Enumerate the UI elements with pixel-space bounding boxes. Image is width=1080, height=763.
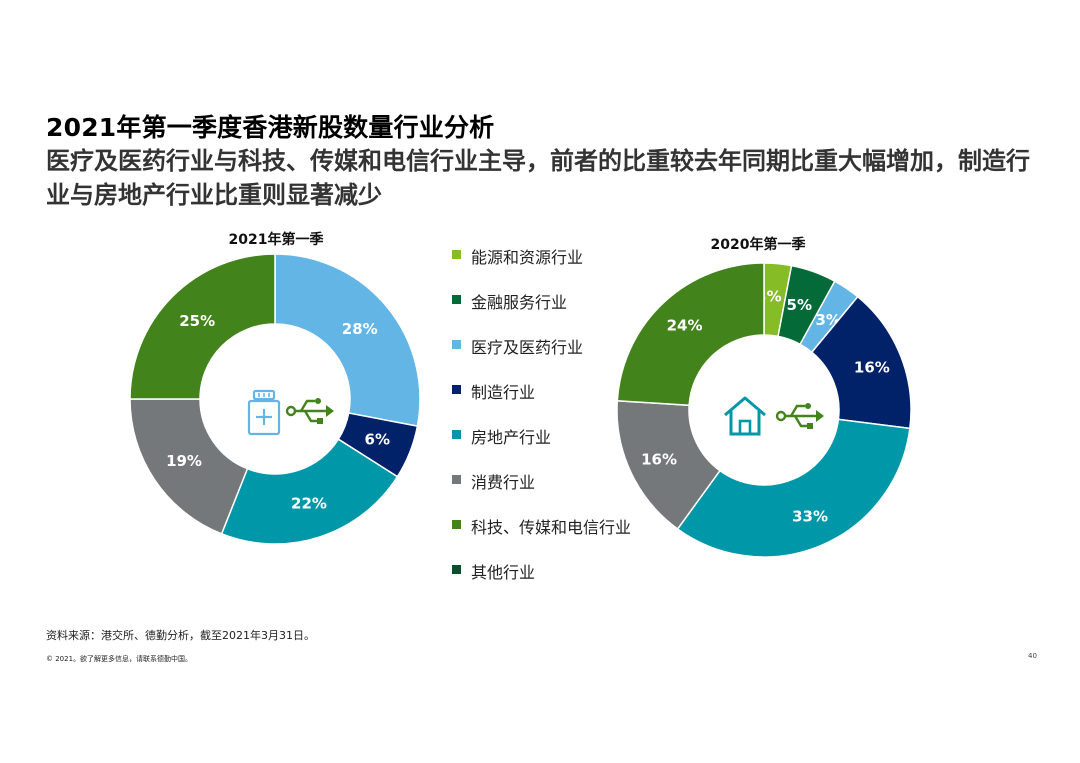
slice-label: 24% — [667, 316, 703, 334]
legend-item: 金融服务行业 — [452, 289, 631, 334]
legend-label: 消费行业 — [471, 473, 536, 492]
legend-swatch — [452, 475, 461, 484]
source-note: 资料来源：港交所、德勤分析，截至2021年3月31日。 — [46, 629, 315, 642]
legend-item: 科技、传媒和电信行业 — [452, 514, 631, 559]
legend-label: 其他行业 — [471, 563, 536, 582]
slice-label: 6% — [365, 430, 390, 448]
donut-slice — [274, 253, 421, 428]
legend-label: 金融服务行业 — [471, 293, 568, 312]
slice-label: 16% — [641, 450, 677, 468]
donut-chart-2020: 3% 5%3%16%33%16%24% — [616, 262, 912, 558]
legend-swatch — [452, 520, 461, 529]
legend-swatch — [452, 340, 461, 349]
chart-title-2021: 2021年第一季 — [228, 232, 324, 248]
page-number: 40 — [1028, 652, 1037, 660]
chart-legend: 能源和资源行业 金融服务行业 医疗及医药行业 制造行业 房地产行业 消费行业 科… — [452, 244, 631, 604]
legend-item: 能源和资源行业 — [452, 244, 631, 289]
slice-label: 28% — [342, 320, 378, 338]
legend-item: 制造行业 — [452, 379, 631, 424]
legend-swatch — [452, 430, 461, 439]
legend-swatch — [452, 250, 461, 259]
legend-item: 房地产行业 — [452, 424, 631, 469]
medicine-bottle-icon — [247, 389, 281, 436]
slice-label: 16% — [854, 358, 890, 376]
legend-label: 能源和资源行业 — [471, 248, 584, 267]
legend-label: 房地产行业 — [471, 428, 552, 447]
legend-label: 科技、传媒和电信行业 — [471, 518, 632, 537]
copyright-text: © 2021。欲了解更多信息，请联系德勤中国。 — [46, 655, 193, 663]
legend-swatch — [452, 565, 461, 574]
slice-label: 19% — [166, 452, 202, 470]
donut-slice — [129, 398, 249, 535]
slice-label: 22% — [291, 495, 327, 513]
donut-slice — [220, 438, 399, 545]
legend-item: 其他行业 — [452, 559, 631, 604]
slice-label: 33% — [792, 507, 828, 525]
house-icon — [724, 396, 766, 436]
chart-title-2020: 2020年第一季 — [710, 237, 806, 253]
slice-label: 25% — [179, 312, 215, 330]
legend-label: 制造行业 — [471, 383, 536, 402]
donut-slice — [129, 253, 276, 400]
legend-item: 医疗及医药行业 — [452, 334, 631, 379]
legend-item: 消费行业 — [452, 469, 631, 514]
legend-label: 医疗及医药行业 — [471, 338, 584, 357]
legend-swatch — [452, 295, 461, 304]
usb-icon — [775, 403, 824, 429]
donut-chart-2021: 28% 6% 22% 19% 25% — [129, 253, 421, 545]
page-subtitle: 医疗及医药行业与科技、传媒和电信行业主导，前者的比重较去年同期比重大幅增加，制造… — [46, 147, 1030, 209]
donut-slice — [676, 418, 911, 558]
usb-icon — [285, 398, 334, 424]
legend-swatch — [452, 385, 461, 394]
page-title: 2021年第一季度香港新股数量行业分析 — [46, 113, 495, 142]
slice-label: 5% — [787, 296, 812, 314]
donut-slice — [616, 262, 765, 407]
